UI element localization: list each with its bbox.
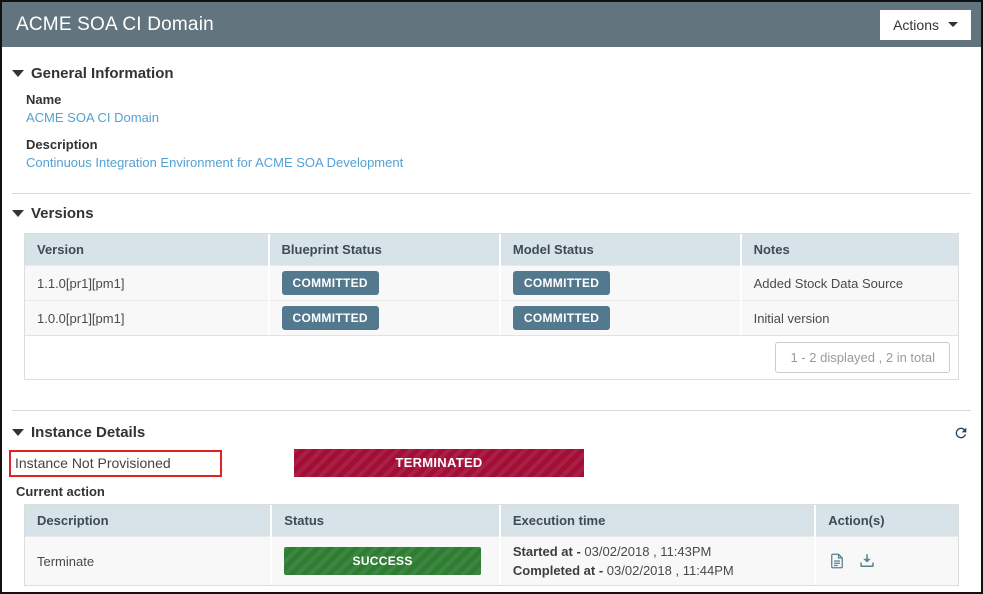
current-action-header-row: Description Status Execution time Action…	[25, 505, 958, 537]
name-value: ACME SOA CI Domain	[26, 110, 159, 125]
versions-table-header-row: Version Blueprint Status Model Status No…	[25, 234, 958, 266]
completed-at-value: 03/02/2018 , 11:44PM	[606, 563, 734, 578]
collapse-caret-icon	[12, 210, 24, 217]
version-cell: 1.0.0[pr1][pm1]	[25, 300, 270, 335]
chevron-down-icon	[948, 22, 958, 27]
model-status-badge: COMMITTED	[512, 306, 611, 330]
instance-status-row: Instance Not Provisioned TERMINATED	[9, 449, 971, 477]
action-status-badge: SUCCESS	[284, 547, 481, 575]
column-header-status: Status	[271, 505, 501, 537]
instance-status-badge: TERMINATED	[294, 449, 584, 477]
collapse-caret-icon	[12, 70, 24, 77]
table-row[interactable]: 1.0.0[pr1][pm1] COMMITTED COMMITTED Init…	[25, 300, 958, 335]
completed-at-label: Completed at -	[512, 563, 604, 578]
instance-details-section: Instance Details Instance Not Provisione…	[9, 424, 971, 586]
action-description-cell: Terminate	[25, 536, 273, 585]
section-title: Versions	[31, 205, 94, 222]
view-log-document-icon[interactable]	[828, 552, 846, 570]
versions-table-container: Version Blueprint Status Model Status No…	[24, 233, 959, 380]
model-status-badge: COMMITTED	[512, 271, 611, 295]
name-field: Name ACME SOA CI Domain	[26, 92, 971, 125]
section-title: General Information	[31, 65, 174, 82]
refresh-icon[interactable]	[953, 425, 969, 441]
current-action-table: Description Status Execution time Action…	[25, 505, 958, 585]
current-action-label: Current action	[16, 484, 105, 499]
action-icons	[828, 552, 946, 570]
notes-cell: Initial version	[740, 300, 958, 335]
general-information-header[interactable]: General Information	[12, 65, 971, 82]
download-icon[interactable]	[858, 552, 876, 570]
versions-header[interactable]: Versions	[12, 205, 971, 222]
section-title: Instance Details	[31, 424, 146, 441]
actions-button[interactable]: Actions	[880, 9, 971, 40]
blueprint-status-badge: COMMITTED	[281, 306, 379, 330]
page-header: ACME SOA CI Domain Actions	[2, 2, 981, 47]
current-action-table-container: Description Status Execution time Action…	[24, 504, 959, 586]
column-header-version: Version	[25, 234, 270, 266]
collapse-caret-icon	[12, 429, 24, 436]
table-row[interactable]: Terminate SUCCESS Started at - 03/02/201…	[25, 536, 958, 585]
column-header-notes: Notes	[740, 234, 958, 266]
page-title: ACME SOA CI Domain	[16, 13, 214, 35]
versions-table: Version Blueprint Status Model Status No…	[25, 234, 958, 335]
page-content: General Information Name ACME SOA CI Dom…	[2, 65, 981, 592]
section-divider	[12, 410, 971, 411]
instance-not-provisioned-box: Instance Not Provisioned	[9, 449, 222, 477]
table-row[interactable]: 1.1.0[pr1][pm1] COMMITTED COMMITTED Adde…	[25, 265, 958, 301]
name-label: Name	[26, 92, 62, 107]
column-header-model-status: Model Status	[499, 234, 742, 266]
column-header-blueprint-status: Blueprint Status	[268, 234, 501, 266]
description-value: Continuous Integration Environment for A…	[26, 155, 404, 170]
version-cell: 1.1.0[pr1][pm1]	[25, 265, 270, 301]
column-header-actions: Action(s)	[815, 505, 958, 537]
notes-cell: Added Stock Data Source	[740, 265, 958, 301]
general-information-section: General Information Name ACME SOA CI Dom…	[12, 65, 971, 170]
blueprint-status-badge: COMMITTED	[281, 271, 379, 295]
started-at-value: 03/02/2018 , 11:43PM	[584, 544, 712, 559]
started-at-label: Started at -	[512, 544, 581, 559]
versions-section: Versions Version Blueprint Status Model …	[12, 205, 971, 380]
actions-button-label: Actions	[893, 16, 939, 33]
versions-table-footer: 1 - 2 displayed , 2 in total	[25, 335, 958, 379]
instance-details-header[interactable]: Instance Details	[12, 424, 145, 441]
execution-time-cell: Started at - 03/02/2018 , 11:43PM Comple…	[499, 536, 817, 585]
description-label: Description	[26, 137, 98, 152]
pagination-info: 1 - 2 displayed , 2 in total	[775, 342, 950, 373]
description-field: Description Continuous Integration Envir…	[26, 137, 971, 170]
column-header-execution-time: Execution time	[499, 505, 817, 537]
section-divider	[12, 193, 971, 194]
column-header-description: Description	[25, 505, 273, 537]
